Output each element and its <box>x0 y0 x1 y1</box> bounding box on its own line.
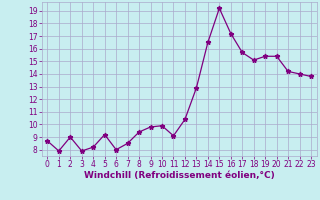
X-axis label: Windchill (Refroidissement éolien,°C): Windchill (Refroidissement éolien,°C) <box>84 171 275 180</box>
